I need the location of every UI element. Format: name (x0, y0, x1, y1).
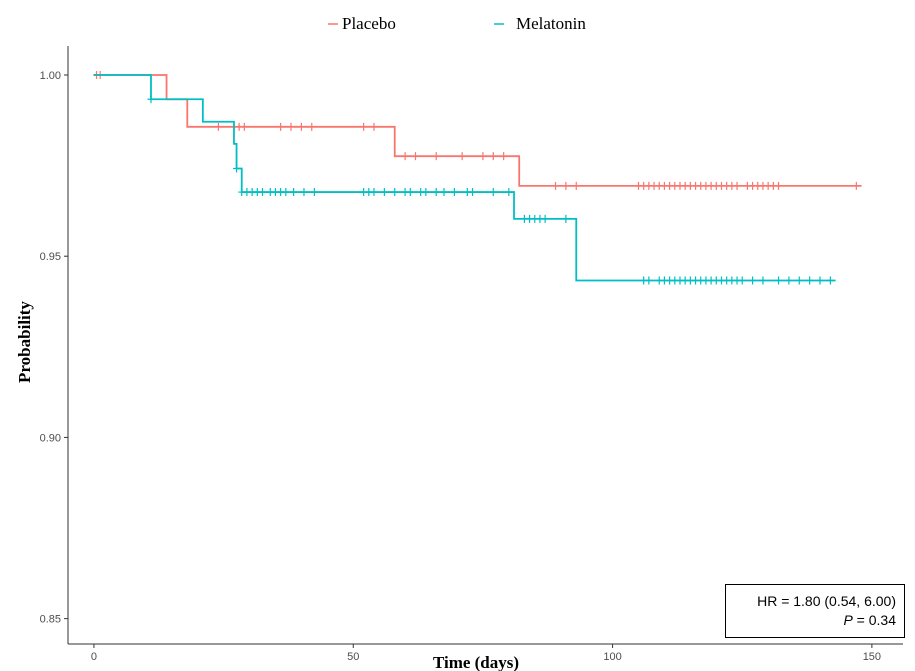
censor-mark-placebo (297, 122, 305, 131)
censor-mark-melatonin (738, 276, 746, 285)
censor-mark-melatonin (310, 188, 318, 197)
censor-mark-melatonin (432, 188, 440, 197)
censor-mark-placebo (552, 181, 560, 190)
plot-area (93, 70, 862, 285)
legend-label-melatonin: Melatonin (516, 14, 586, 33)
y-axis-title: Probability (15, 301, 34, 383)
censor-mark-placebo (287, 122, 295, 131)
y-ticks: 0.85 0.90 0.95 1.00 (40, 70, 68, 626)
hazard-ratio-annotation: HR = 1.80 (0.54, 6.00) P = 0.34 (725, 584, 905, 638)
censor-mark-placebo (432, 152, 440, 161)
x-tick-label: 0 (91, 651, 97, 663)
censor-mark-placebo (733, 181, 741, 190)
p-value-symbol: P (843, 612, 853, 628)
censor-mark-placebo (240, 122, 248, 131)
x-tick-label: 150 (863, 651, 881, 663)
censor-mark-placebo (458, 152, 466, 161)
censor-mark-melatonin (300, 188, 308, 197)
x-tick-label: 100 (603, 651, 621, 663)
censor-mark-placebo (401, 152, 409, 161)
censor-mark-melatonin (806, 276, 814, 285)
censor-mark-melatonin (645, 276, 653, 285)
censor-mark-melatonin (370, 188, 378, 197)
p-value-number: = 0.34 (852, 612, 896, 628)
legend-label-placebo: Placebo (342, 14, 396, 33)
censor-mark-placebo (775, 181, 783, 190)
survival-curve-melatonin (93, 74, 836, 282)
censor-mark-melatonin (380, 188, 388, 197)
censor-mark-melatonin (147, 95, 155, 104)
censor-mark-melatonin (489, 188, 497, 197)
censor-mark-placebo (360, 122, 368, 131)
censor-mark-placebo (214, 122, 222, 131)
legend: Placebo Melatonin (328, 14, 586, 33)
censor-mark-melatonin (450, 188, 458, 197)
legend-item-placebo[interactable]: Placebo (328, 14, 396, 33)
y-tick-label: 0.85 (40, 614, 61, 626)
censor-mark-melatonin (258, 188, 266, 197)
hazard-ratio-text: HR = 1.80 (0.54, 6.00) (757, 593, 896, 609)
series-melatonin (93, 74, 836, 285)
y-tick-label: 0.90 (40, 432, 61, 444)
p-value-text: P = 0.34 (726, 611, 896, 630)
censor-mark-melatonin (290, 188, 298, 197)
censor-mark-placebo (489, 152, 497, 161)
legend-item-melatonin[interactable]: Melatonin (494, 14, 586, 33)
censor-mark-melatonin (785, 276, 793, 285)
censor-mark-melatonin (759, 276, 767, 285)
survival-curve-placebo (93, 74, 862, 187)
censor-mark-placebo (479, 152, 487, 161)
censor-mark-melatonin (440, 188, 448, 197)
x-tick-label: 50 (347, 651, 359, 663)
y-tick-label: 0.95 (40, 251, 61, 263)
censor-mark-melatonin (469, 188, 477, 197)
y-tick-label: 1.00 (40, 70, 61, 82)
censor-mark-melatonin (282, 188, 290, 197)
censor-mark-melatonin (406, 188, 414, 197)
x-axis-title: Time (days) (433, 653, 519, 671)
censor-mark-melatonin (816, 276, 824, 285)
series-placebo (93, 70, 862, 190)
censor-mark-placebo (308, 122, 316, 131)
censor-mark-placebo (370, 122, 378, 131)
censor-mark-placebo (562, 181, 570, 190)
x-ticks: 0 50 100 150 (91, 644, 881, 663)
censor-mark-placebo (411, 152, 419, 161)
censor-mark-placebo (277, 122, 285, 131)
axes: 0.85 0.90 0.95 1.00 0 50 100 150 (40, 46, 903, 663)
censor-mark-melatonin (391, 188, 399, 197)
censor-mark-melatonin (233, 164, 241, 173)
censor-mark-melatonin (826, 276, 834, 285)
censor-mark-melatonin (422, 188, 430, 197)
censor-mark-melatonin (541, 214, 549, 223)
censor-mark-melatonin (775, 276, 783, 285)
censor-mark-melatonin (562, 214, 570, 223)
censor-mark-placebo (852, 181, 860, 190)
censor-mark-placebo (572, 181, 580, 190)
censor-mark-placebo (500, 152, 508, 161)
censor-mark-melatonin (505, 188, 513, 197)
censor-mark-melatonin (749, 276, 757, 285)
censor-mark-melatonin (795, 276, 803, 285)
